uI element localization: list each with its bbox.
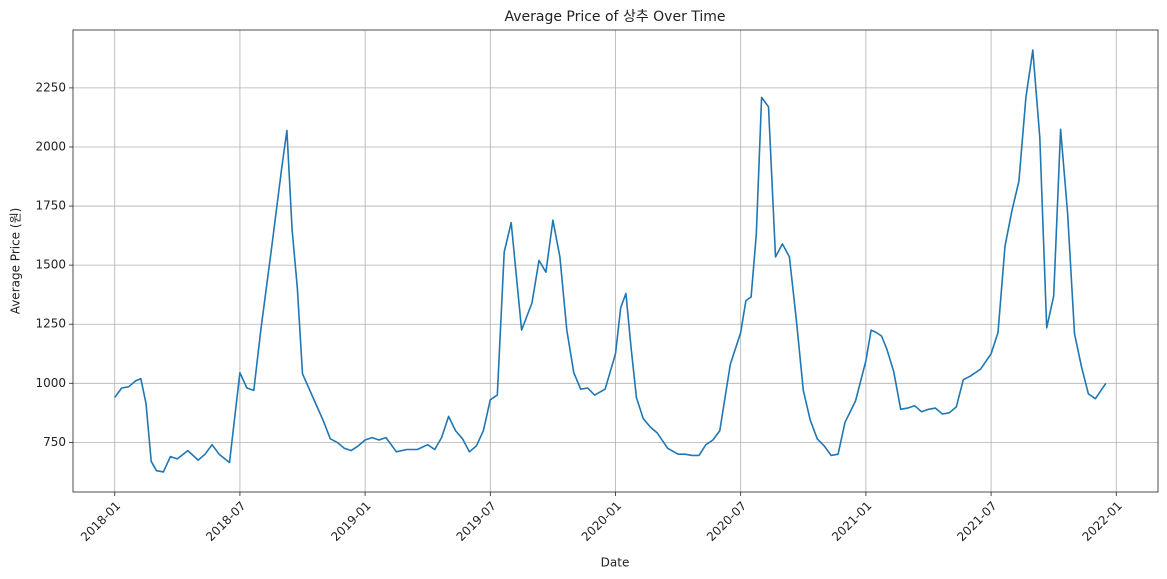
x-tick-label: 2021-07: [954, 499, 999, 544]
x-tick-label: 2020-07: [704, 499, 749, 544]
x-tick-label: 2022-01: [1080, 499, 1125, 544]
plot-frame: [72, 29, 1159, 493]
chart-title: Average Price of 상추 Over Time: [504, 9, 725, 25]
y-tick-label: 1500: [35, 258, 66, 272]
y-tick-label: 1000: [35, 376, 66, 390]
x-axis-label: Date: [601, 556, 630, 570]
x-tick-label: 2020-01: [579, 499, 624, 544]
x-tick-label: 2018-07: [203, 499, 248, 544]
y-tick-label: 1750: [35, 199, 66, 213]
x-tick-label: 2019-07: [454, 499, 499, 544]
y-tick-label: 2000: [35, 139, 66, 153]
x-tick-label: 2019-01: [328, 499, 373, 544]
line-series: [114, 49, 1107, 473]
x-tick-label: 2021-01: [829, 499, 874, 544]
y-tick-label: 2250: [35, 80, 66, 94]
y-axis-label: Average Price (원): [9, 208, 23, 315]
y-tick-label: 750: [43, 435, 66, 449]
y-tick-label: 1250: [35, 317, 66, 331]
x-tick-label: 2018-01: [78, 499, 123, 544]
